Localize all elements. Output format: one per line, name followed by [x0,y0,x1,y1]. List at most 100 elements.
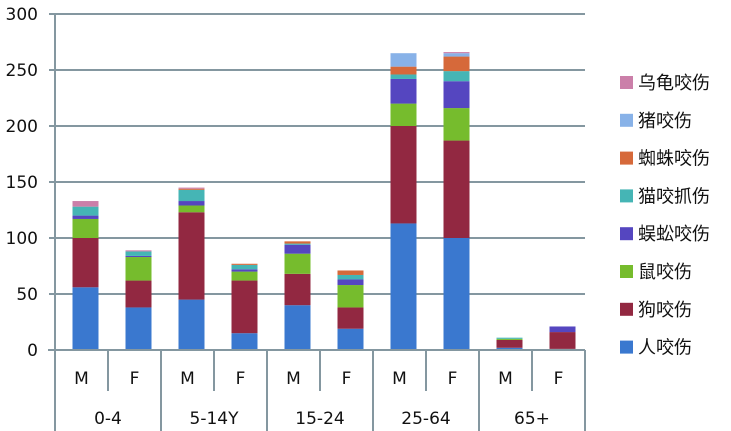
y-tick-label: 200 [6,117,38,137]
x-group-label: 65+ [514,409,550,429]
bar-segment [284,244,311,254]
x-axis: M F M F M F M F M F 0-4 5-14Y 15-24 25-64 65+ [48,349,586,431]
x-category-label: M [498,369,513,389]
bar-segment [337,307,364,329]
bar-segment [284,243,311,245]
x-category-label: M [180,369,195,389]
legend-label: 狗咬伤 [638,300,692,321]
legend-swatch [620,340,633,354]
bar-segment [337,328,364,350]
bar-segment [178,205,205,213]
bar-segment [178,188,205,190]
x-category-label: M [286,369,301,389]
y-tick-label: 300 [6,5,38,25]
legend-swatch [620,302,633,316]
bar-segment [337,274,364,280]
bar-segment [390,103,417,126]
x-category-label: M [392,369,407,389]
y-tick-label: 250 [6,61,38,81]
x-category-label: F [130,369,140,389]
bar-segment [178,189,205,202]
bar-segment [231,280,258,334]
bar-segment [496,347,523,350]
bar-segment [125,257,152,281]
bar-segment [72,215,99,219]
legend-swatch [620,151,633,165]
bar-segment [549,326,576,333]
bars [72,52,576,350]
bar-segment [72,206,99,216]
x-category-label: F [448,369,458,389]
bar-segment [72,201,99,207]
legend-label: 乌龟咬伤 [638,73,710,94]
x-group-label: 0-4 [94,409,122,429]
x-group-label: 25-64 [401,409,450,429]
bar-segment [443,108,470,141]
legend-swatch [620,76,633,89]
bar-segment [72,238,99,288]
bar-segment [443,81,470,109]
bar-segment [390,53,417,67]
bar-segment [337,270,364,275]
legend-label: 猫咬抓伤 [638,186,710,207]
y-tick-label: 100 [6,229,38,249]
bar-segment [443,56,470,72]
legend-swatch [620,189,633,203]
bar-segment [231,263,258,265]
bar-segment [390,126,417,224]
legend-label: 猪咬伤 [638,111,692,132]
legend-label: 鼠咬伤 [638,262,692,283]
bar-segment [284,305,311,350]
bar-segment [125,307,152,350]
bar-segment [231,271,258,281]
bar-segment [231,333,258,350]
legend-label: 蜈蚣咬伤 [638,224,710,245]
bar-segment [125,280,152,308]
legend-swatch [620,227,633,241]
bar-segment [284,253,311,274]
bar-segment [390,78,417,104]
y-tick-label: 50 [16,285,38,305]
bar-segment [178,201,205,206]
bar-segment [443,53,470,57]
bar-segment [443,238,470,350]
bar-segment [231,269,258,272]
legend-swatch [620,265,633,278]
x-category-label: F [342,369,352,389]
bar-segment [125,250,152,252]
bar-segment [284,241,311,244]
x-group-label: 5-14Y [190,409,240,429]
bar-segment [443,52,470,54]
bar-segment [443,140,470,238]
y-axis-ticks: 0 50 100 150 200 250 300 [6,5,38,361]
bar-segment [72,287,99,350]
bar-segment [178,212,205,300]
legend-swatch [620,113,633,127]
legend-label: 蜘蛛咬伤 [638,149,710,170]
x-group-label: 15-24 [295,409,344,429]
bar-segment [337,285,364,308]
bar-segment [125,251,152,256]
bar-segment [390,66,417,75]
bar-segment [390,223,417,350]
bar-segment [496,339,523,348]
bar-segment [178,299,205,350]
bar-segment [178,187,205,189]
y-tick-label: 150 [6,173,38,193]
x-category-label: F [554,369,564,389]
y-tick-label: 0 [27,341,38,361]
bar-segment [284,273,311,306]
bar-segment [496,338,523,340]
bar-segment [390,74,417,79]
bar-segment [231,264,258,270]
x-category-label: M [74,369,89,389]
x-category-label: F [236,369,246,389]
bar-segment [125,255,152,258]
bar-segment [443,71,470,82]
bar-segment [337,279,364,286]
bar-segment [72,218,99,238]
bar-segment [549,332,576,349]
bar-segment [496,337,523,339]
